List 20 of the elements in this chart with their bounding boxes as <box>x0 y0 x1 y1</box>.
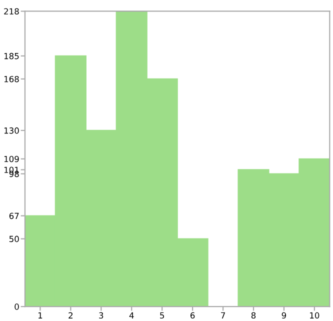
x-tick-label: 5 <box>160 312 164 319</box>
y-tick-label: 0 <box>14 304 19 310</box>
x-tick-label: 2 <box>68 312 72 318</box>
y-tick-label: 98 <box>9 170 19 178</box>
y-tick-label: 50 <box>9 236 19 242</box>
y-tick-label: 130 <box>4 127 19 134</box>
x-tick-label: 4 <box>129 312 134 318</box>
y-tick-label: 185 <box>4 52 19 60</box>
x-tick-label: 6 <box>190 312 195 319</box>
y-tick-label: 67 <box>9 212 19 220</box>
x-tick-label: 7 <box>221 312 225 318</box>
x-tick-label: 8 <box>251 312 256 319</box>
y-tick-label: 168 <box>4 76 19 82</box>
y-tick-label: 218 <box>4 8 19 15</box>
x-tick-label: 9 <box>282 312 286 319</box>
x-tick-label: 10 <box>310 312 320 319</box>
x-tick-label: 3 <box>99 312 104 319</box>
x-tick-label: 1 <box>38 312 42 318</box>
y-tick-label: 101 <box>4 166 19 174</box>
y-tick-label: 109 <box>4 156 19 162</box>
